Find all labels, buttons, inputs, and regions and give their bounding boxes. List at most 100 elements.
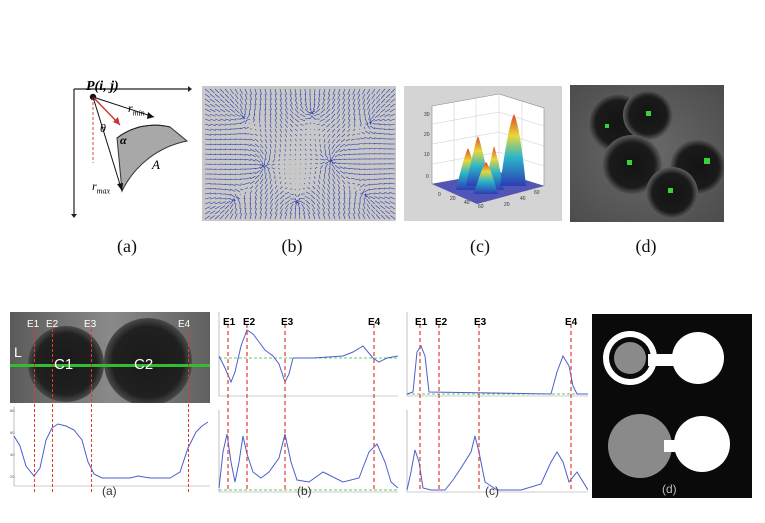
vector-arrow (279, 108, 283, 115)
vector-arrow (274, 123, 277, 129)
vector-arrow (375, 103, 381, 109)
edge-label-e4: E4 (565, 317, 578, 328)
vector-arrow (264, 163, 271, 167)
vector-arrow (311, 190, 316, 195)
scan-line (10, 364, 210, 367)
vector-arrow (279, 138, 282, 143)
vector-arrow (334, 153, 341, 158)
vector-arrow (298, 208, 301, 215)
vector-arrow (209, 98, 216, 103)
vector-arrow (259, 173, 264, 180)
svg-text:40: 40 (10, 452, 15, 457)
svg-text:0: 0 (438, 192, 441, 198)
vector-arrow (209, 138, 216, 141)
vector-arrow (249, 148, 256, 153)
vector-arrow (309, 172, 311, 175)
vector-arrow (312, 185, 316, 190)
vector-arrow (319, 169, 322, 175)
vector-arrow (204, 143, 211, 146)
vector-arrow (314, 88, 316, 96)
vector-arrow (294, 143, 297, 147)
vector-arrow (330, 160, 336, 165)
vector-arrow (389, 210, 396, 215)
vector-arrow (331, 133, 336, 138)
vector-arrow (269, 93, 272, 100)
vector-arrow (219, 201, 226, 205)
vector-arrow (224, 118, 231, 121)
circle-label-c1: C1 (54, 356, 74, 373)
vector-arrow (299, 138, 302, 141)
vector-arrow (269, 193, 274, 200)
vector-arrow (234, 168, 242, 170)
vector-arrow (321, 103, 326, 110)
vector-arrow (331, 138, 336, 144)
vector-arrow (337, 88, 341, 95)
vector-arrow (254, 198, 257, 205)
vector-arrow (374, 132, 381, 135)
vector-arrow (304, 158, 307, 160)
vector-arrow (209, 93, 215, 98)
vector-arrow (219, 118, 226, 122)
vector-arrow (375, 209, 381, 215)
vector-arrow (358, 108, 361, 115)
vector-arrow (323, 138, 326, 143)
vector-arrow (259, 213, 263, 220)
vector-arrow (352, 103, 356, 110)
vector-arrow (342, 213, 346, 220)
vector-arrow (366, 88, 371, 95)
vector-arrow (337, 98, 341, 105)
vector-arrow (294, 113, 300, 119)
vector-arrow (219, 214, 225, 220)
vector-arrow (324, 160, 331, 165)
vector-arrow (239, 213, 243, 220)
vector-arrow (244, 191, 247, 195)
vector-arrow (327, 133, 331, 138)
vector-arrow (331, 143, 336, 150)
vector-arrow (219, 197, 226, 200)
vector-arrow (239, 163, 247, 165)
vector-arrow (294, 133, 298, 137)
vector-arrow (314, 158, 319, 160)
vector-arrow (249, 208, 252, 215)
vector-arrow (214, 113, 221, 117)
vector-arrow (239, 153, 246, 156)
vector-arrow (269, 213, 273, 220)
vector-arrow (342, 108, 346, 115)
vector-arrow (284, 98, 288, 105)
vector-arrow (279, 203, 284, 210)
vector-arrow (274, 128, 277, 133)
vector-arrow (304, 143, 307, 146)
vector-arrow (390, 88, 396, 94)
vector-arrow (299, 88, 302, 95)
vector-arrow (316, 198, 321, 205)
vector-arrow (279, 199, 285, 205)
vector-arrow (229, 143, 237, 145)
vector-arrow (224, 148, 232, 150)
vector-arrow (259, 183, 264, 190)
vector-arrow (289, 98, 293, 105)
vector-arrow (369, 131, 376, 135)
vector-arrow (321, 193, 326, 200)
vector-arrow (224, 200, 231, 205)
vector-arrow (319, 148, 323, 153)
vector-arrow (389, 103, 396, 108)
vector-arrow (309, 138, 312, 141)
vector-arrow (229, 178, 236, 181)
vector-arrow (272, 170, 276, 175)
vector-arrow (340, 138, 346, 143)
vector-arrow (254, 193, 257, 200)
vector-arrow (314, 171, 317, 175)
vector-arrow (239, 208, 242, 215)
vector-arrow (209, 215, 215, 220)
vector-arrow (284, 196, 291, 200)
vector-arrow (389, 128, 396, 131)
vector-arrow (214, 93, 220, 99)
vector-arrow (259, 208, 263, 215)
vector-arrow (241, 115, 246, 120)
vector-arrow (347, 103, 351, 110)
vector-arrow (259, 113, 261, 120)
vector-arrow (323, 88, 326, 95)
vector-arrow (253, 108, 256, 115)
vector-arrow (249, 138, 255, 141)
vector-arrow (374, 137, 381, 140)
